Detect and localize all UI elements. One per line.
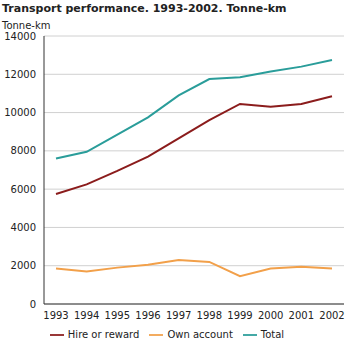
html-text:Transport performance. 1993-20: Transport performance. 1993-2002. Tonne-…	[2, 2, 287, 15]
svg-text:8000: 8000	[11, 145, 36, 156]
svg-text:1998: 1998	[197, 310, 222, 321]
svg-text:1994: 1994	[74, 310, 99, 321]
svg-text:1997: 1997	[166, 310, 191, 321]
html-text:Hire or reward: Hire or reward	[67, 329, 140, 340]
svg-text:1999: 1999	[227, 310, 252, 321]
html-text:Own account: Own account	[167, 329, 233, 340]
svg-text:6000: 6000	[11, 184, 36, 195]
svg-text:2000: 2000	[11, 260, 36, 271]
svg-text:1995: 1995	[105, 310, 130, 321]
svg-text:1993: 1993	[43, 310, 68, 321]
svg-text:0: 0	[30, 299, 36, 310]
svg-text:2002: 2002	[319, 310, 344, 321]
svg-text:12000: 12000	[8, 69, 36, 80]
html-text:Tonne-km: Tonne-km	[2, 20, 51, 31]
svg-text:10000: 10000	[8, 107, 36, 118]
svg-text:4000: 4000	[11, 222, 36, 233]
svg-text:2000: 2000	[258, 310, 283, 321]
svg-text:2001: 2001	[289, 310, 314, 321]
svg-text:14000: 14000	[8, 31, 36, 42]
html-text:Total: Total	[260, 329, 285, 340]
svg-text:1996: 1996	[135, 310, 160, 321]
